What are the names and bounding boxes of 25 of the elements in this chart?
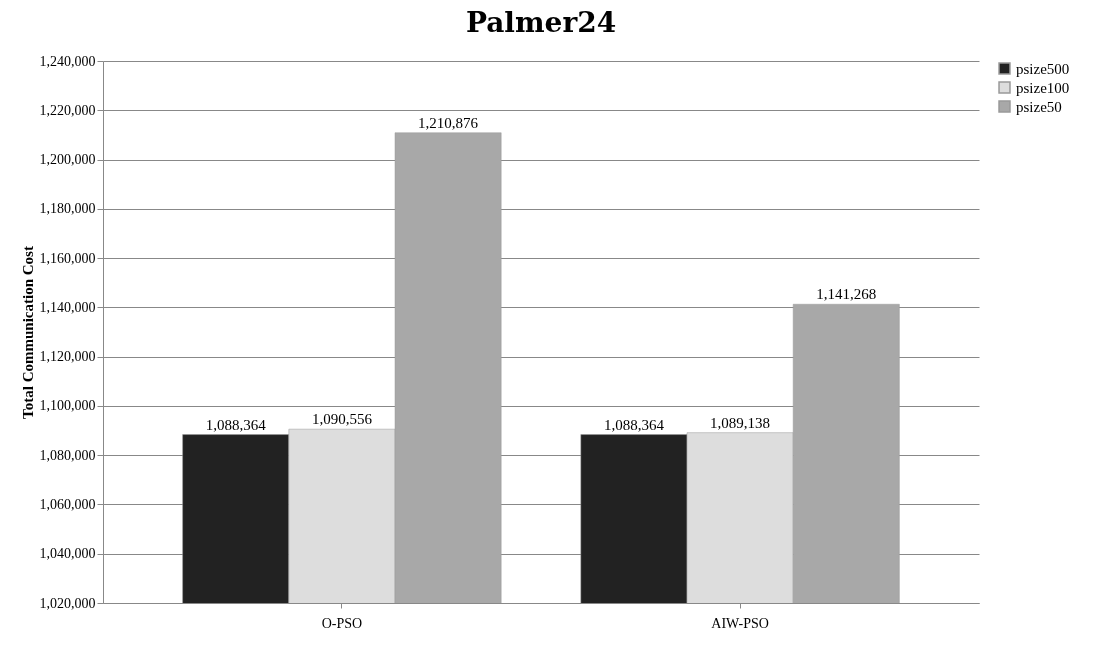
y-tick-label: 1,160,000: [39, 250, 96, 266]
y-tick-label: 1,020,000: [39, 595, 96, 611]
y-tick-label: 1,080,000: [39, 447, 96, 463]
x-tick-label: AIW-PSO: [711, 615, 769, 631]
data-label: 1,088,364: [603, 416, 665, 433]
y-tick-label: 1,040,000: [39, 546, 96, 562]
y-tick-label: 1,220,000: [39, 102, 96, 118]
y-tick-label: 1,100,000: [39, 398, 96, 414]
y-tick-label: 1,240,000: [39, 53, 96, 69]
data-label: 1,090,556: [311, 411, 373, 428]
legend-label: psize100: [1016, 79, 1070, 96]
data-label: 1,089,138: [710, 414, 771, 431]
y-tick-label: 1,140,000: [39, 299, 96, 315]
legend-label: psize500: [1016, 60, 1070, 77]
y-axis-title: Total Communication Cost: [19, 246, 36, 419]
chart-title: Palmer24: [465, 6, 617, 39]
data-label: 1,141,268: [816, 286, 877, 303]
data-label: 1,088,364: [205, 416, 267, 433]
y-tick-label: 1,180,000: [39, 201, 96, 217]
y-tick-label: 1,120,000: [39, 349, 96, 365]
y-tick-label: 1,200,000: [39, 152, 96, 168]
legend-label: psize50: [1016, 98, 1062, 115]
y-tick-label: 1,060,000: [39, 496, 96, 512]
x-tick-label: O-PSO: [321, 615, 363, 631]
data-label: 1,210,876: [418, 114, 479, 131]
